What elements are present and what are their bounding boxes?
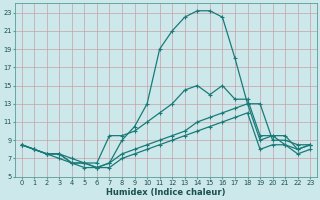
X-axis label: Humidex (Indice chaleur): Humidex (Indice chaleur) (106, 188, 226, 197)
